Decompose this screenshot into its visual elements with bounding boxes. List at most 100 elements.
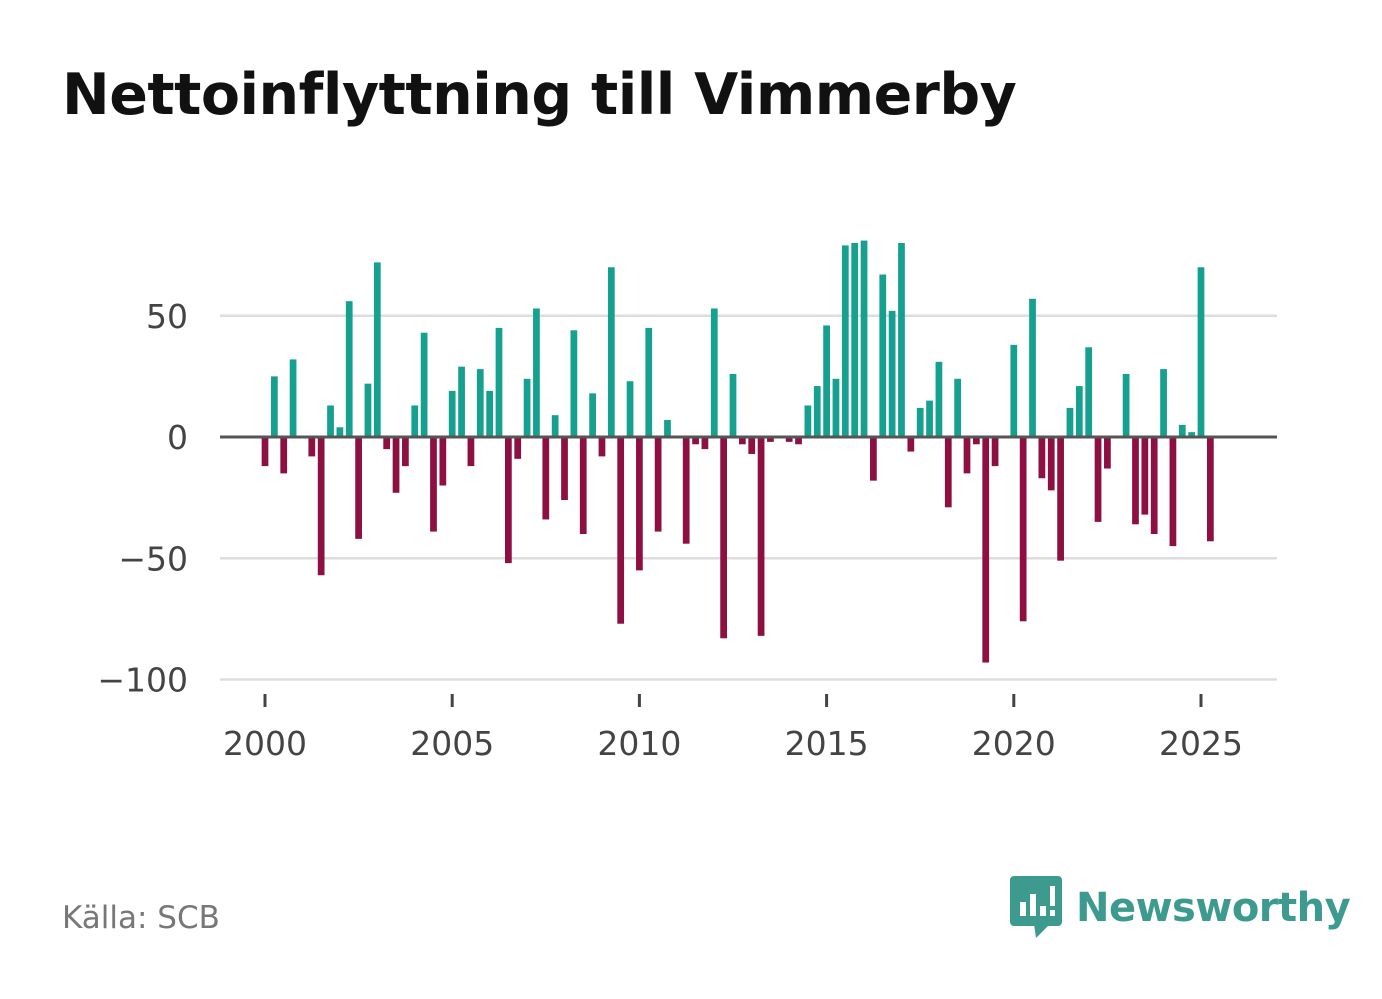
bar <box>439 437 447 486</box>
bar <box>1066 407 1074 437</box>
newsworthy-logo-icon <box>1010 876 1062 938</box>
x-tick-label: 2010 <box>597 724 681 763</box>
bar <box>261 437 269 467</box>
bar <box>1085 347 1093 437</box>
bar <box>888 310 896 437</box>
bar <box>1141 437 1149 515</box>
bar <box>1047 437 1055 491</box>
bar <box>617 437 625 624</box>
bar <box>411 405 419 437</box>
bar <box>1038 437 1046 479</box>
bar <box>551 415 559 437</box>
bar <box>720 437 728 639</box>
bar <box>804 405 812 437</box>
bar <box>280 437 288 474</box>
bar <box>504 437 512 564</box>
bar <box>636 437 643 571</box>
x-tick-label: 2015 <box>785 724 869 763</box>
bar <box>467 437 475 467</box>
bar <box>570 330 578 437</box>
bar <box>1160 369 1167 437</box>
bar <box>383 437 391 450</box>
bar <box>926 400 933 437</box>
bar <box>1169 437 1177 547</box>
bar <box>907 437 915 452</box>
bar <box>523 378 531 437</box>
bar <box>757 437 765 636</box>
bar <box>1178 424 1186 437</box>
bar <box>645 327 653 437</box>
bar <box>607 267 615 437</box>
bar <box>898 243 905 437</box>
bar <box>327 405 334 437</box>
bar <box>795 437 802 445</box>
bar <box>458 366 465 437</box>
bar <box>813 386 821 437</box>
bar <box>963 437 971 474</box>
x-tick-label: 2005 <box>410 724 494 763</box>
bar <box>682 437 690 544</box>
bar <box>336 427 344 437</box>
bar <box>916 407 924 437</box>
bar <box>823 325 830 437</box>
bar <box>495 327 503 437</box>
bar <box>486 390 494 437</box>
bar <box>579 437 587 534</box>
bar <box>1104 437 1111 469</box>
bar <box>1094 437 1102 522</box>
bar <box>1206 437 1214 542</box>
bar <box>841 245 849 437</box>
bar <box>935 361 943 437</box>
bar <box>373 262 381 437</box>
bar <box>944 437 952 508</box>
bar <box>1029 298 1036 437</box>
bar <box>701 437 709 450</box>
bar <box>448 390 456 437</box>
bar <box>1019 437 1027 622</box>
bar <box>308 437 316 457</box>
bar <box>420 332 428 437</box>
bar <box>345 301 353 437</box>
bar <box>392 437 400 493</box>
bar <box>982 437 990 663</box>
bar <box>748 437 756 454</box>
bar <box>533 308 540 437</box>
grid-lines <box>220 314 1277 681</box>
bar <box>270 376 278 437</box>
bar <box>710 308 718 437</box>
x-tick-label: 2000 <box>223 724 307 763</box>
bar <box>860 240 868 437</box>
bar <box>476 369 484 437</box>
bar <box>879 274 887 437</box>
newsworthy-logo[interactable]: Newsworthy <box>1010 876 1351 940</box>
bar <box>1197 267 1205 437</box>
bar <box>514 437 522 459</box>
bar <box>664 420 671 437</box>
bar <box>289 359 297 437</box>
bar <box>1075 386 1083 437</box>
bar <box>402 437 409 467</box>
brand-name: Newsworthy <box>1076 885 1351 931</box>
y-tick-label: −100 <box>97 661 188 700</box>
bar <box>542 437 550 520</box>
x-tick-label: 2025 <box>1159 724 1243 763</box>
bar-chart: 50 0 −50 −100 2000 2005 2010 2015 2020 2025 <box>97 240 1277 763</box>
bar <box>355 437 362 539</box>
bar <box>589 393 596 437</box>
bar <box>785 437 793 442</box>
bar <box>1132 437 1139 525</box>
bar <box>729 373 737 437</box>
chart-title: Nettoinflyttning till Vimmerby <box>62 62 1017 128</box>
bar <box>364 383 372 437</box>
bar <box>870 437 877 481</box>
y-tick-label: 50 <box>146 297 188 336</box>
bar <box>991 437 999 467</box>
bar <box>954 378 962 437</box>
bar <box>1122 373 1130 437</box>
bar <box>851 243 859 437</box>
bar <box>692 437 699 445</box>
bar <box>317 437 325 576</box>
bar <box>430 437 437 532</box>
bar <box>1010 344 1018 437</box>
bar <box>598 437 606 457</box>
